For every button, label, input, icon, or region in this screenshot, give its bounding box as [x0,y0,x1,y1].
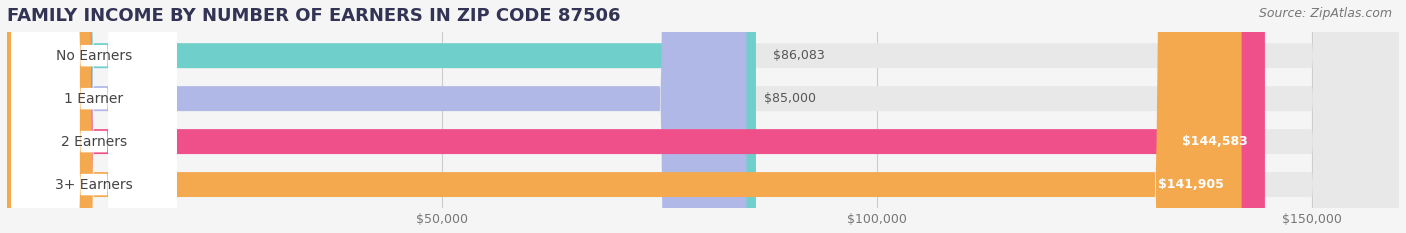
FancyBboxPatch shape [7,0,1399,233]
Text: 2 Earners: 2 Earners [60,135,127,149]
FancyBboxPatch shape [7,0,1399,233]
FancyBboxPatch shape [7,0,747,233]
FancyBboxPatch shape [11,0,177,233]
Text: 3+ Earners: 3+ Earners [55,178,132,192]
Text: $144,583: $144,583 [1182,135,1247,148]
FancyBboxPatch shape [11,0,177,233]
FancyBboxPatch shape [7,0,1399,233]
FancyBboxPatch shape [7,0,756,233]
Text: $141,905: $141,905 [1159,178,1225,191]
Text: Source: ZipAtlas.com: Source: ZipAtlas.com [1258,7,1392,20]
FancyBboxPatch shape [7,0,1265,233]
FancyBboxPatch shape [7,0,1241,233]
Text: $85,000: $85,000 [763,92,815,105]
Text: FAMILY INCOME BY NUMBER OF EARNERS IN ZIP CODE 87506: FAMILY INCOME BY NUMBER OF EARNERS IN ZI… [7,7,620,25]
Text: $86,083: $86,083 [773,49,825,62]
Text: No Earners: No Earners [56,49,132,63]
FancyBboxPatch shape [11,0,177,233]
FancyBboxPatch shape [11,0,177,233]
Text: 1 Earner: 1 Earner [65,92,124,106]
FancyBboxPatch shape [7,0,1399,233]
